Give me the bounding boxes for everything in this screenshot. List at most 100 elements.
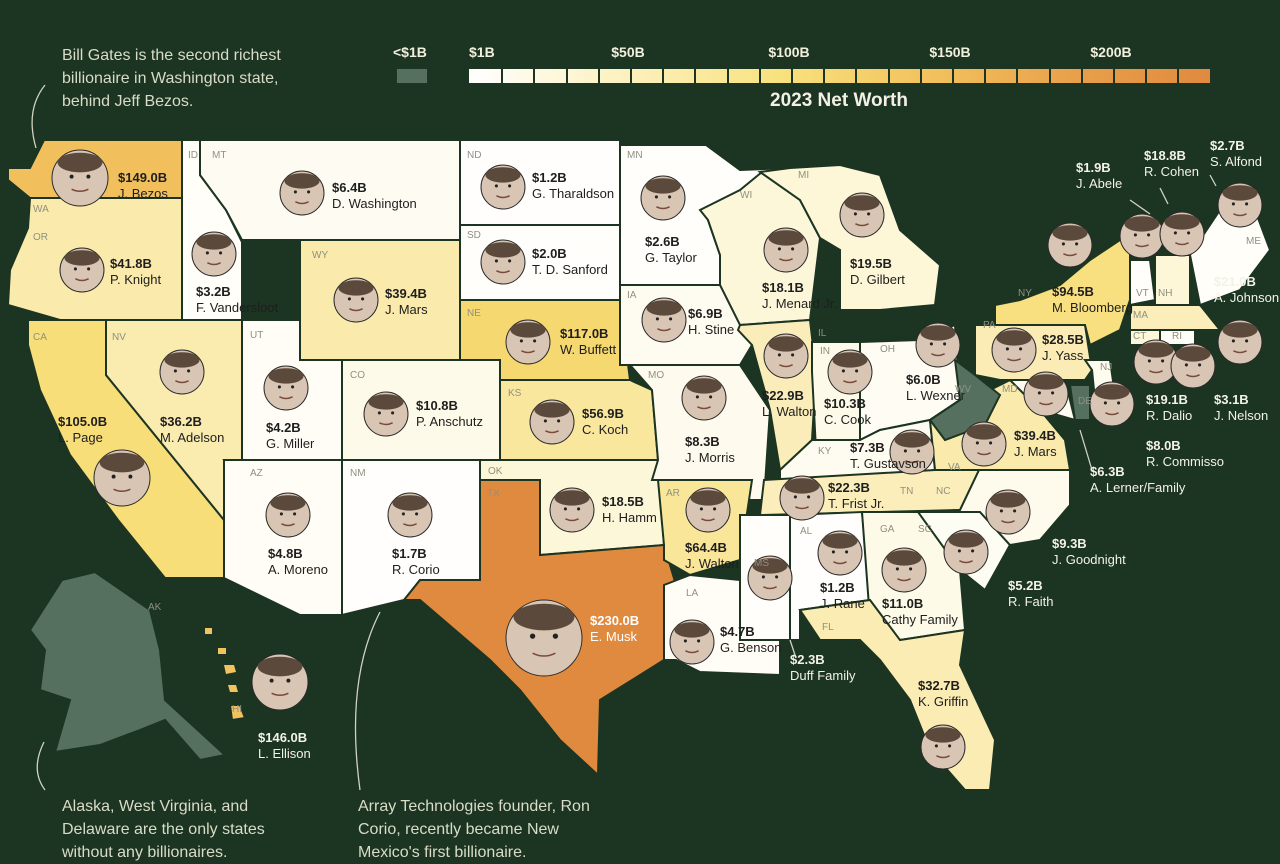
billionaire-name-ky: T. Gustavson <box>850 456 926 471</box>
legend-segment-divider <box>887 69 890 83</box>
state-code-az: AZ <box>250 468 263 479</box>
portrait-ia <box>641 297 687 343</box>
billionaire-name-id: F. Vandersloot <box>196 300 279 315</box>
annotation-arrow-0 <box>31 84 46 149</box>
state-code-nm: NM <box>350 468 366 479</box>
billionaire-name-sc: R. Faith <box>1008 594 1054 609</box>
portrait-tx <box>505 599 583 677</box>
annotation-arrow-1 <box>36 741 46 791</box>
legend-tick-1b: $1B <box>469 44 495 60</box>
legend-segment-divider <box>984 69 987 83</box>
legend-segment-divider <box>758 69 761 83</box>
billionaire-name-vt: J. Abele <box>1076 176 1122 191</box>
state-code-ky: KY <box>818 446 832 457</box>
portrait-ut <box>263 365 309 411</box>
billionaire-name-az: A. Moreno <box>268 562 328 577</box>
portrait-nm <box>387 492 433 538</box>
legend-tick-200b: $200B <box>1090 44 1132 60</box>
net-worth-ca: $105.0B <box>58 414 107 429</box>
net-worth-ok: $18.5B <box>602 494 644 509</box>
state-code-ak: AK <box>148 602 162 613</box>
billionaire-name-ri: J. Nelson <box>1214 408 1268 423</box>
billionaire-name-ok: H. Hamm <box>602 510 657 525</box>
net-worth-co: $10.8B <box>416 398 458 413</box>
net-worth-ky: $7.3B <box>850 440 885 455</box>
legend-segment-divider <box>1016 69 1019 83</box>
net-worth-ct: $19.1B <box>1146 392 1188 407</box>
legend-segment-divider <box>952 69 954 83</box>
portrait-ar <box>685 487 731 533</box>
billionaire-name-ct: R. Dalio <box>1146 408 1192 423</box>
state-code-ga: GA <box>880 524 895 535</box>
billionaire-name-nc: J. Goodnight <box>1052 552 1126 567</box>
state-code-oh: OH <box>880 344 895 355</box>
legend-segment-divider <box>662 69 665 83</box>
billionaire-name-nd: G. Tharaldson <box>532 186 614 201</box>
state-code-ks: KS <box>508 388 522 399</box>
portrait-ny <box>1047 222 1093 268</box>
state-code-ia: IA <box>627 290 637 301</box>
net-worth-id: $3.2B <box>196 284 231 299</box>
billionaire-name-mt: D. Washington <box>332 196 417 211</box>
net-worth-nv: $36.2B <box>160 414 202 429</box>
net-worth-nm: $1.7B <box>392 546 427 561</box>
billionaire-name-wy: J. Mars <box>385 302 428 317</box>
billionaire-name-hi: L. Ellison <box>258 746 311 761</box>
state-hi-island-2 <box>224 665 236 674</box>
net-worth-mo: $8.3B <box>685 434 720 449</box>
net-worth-mn: $2.6B <box>645 234 680 249</box>
net-worth-sd: $2.0B <box>532 246 567 261</box>
state-code-vt: VT <box>1136 288 1149 299</box>
portrait-la <box>669 619 715 665</box>
legend-segment-divider <box>501 69 504 83</box>
portrait-ky <box>889 429 935 475</box>
portrait-in <box>827 349 873 395</box>
net-worth-me: $2.7B <box>1210 138 1245 153</box>
portrait-vt <box>1119 213 1165 259</box>
state-code-ms: MS <box>754 558 769 569</box>
portrait-md <box>1023 371 1069 417</box>
legend-segment-divider <box>855 69 858 83</box>
billionaire-name-la: G. Benson <box>720 640 781 655</box>
legend-segment-divider <box>1177 69 1180 83</box>
state-code-la: LA <box>686 588 699 599</box>
portrait-ok <box>549 487 595 533</box>
portrait-me <box>1217 182 1263 228</box>
portrait-wy <box>333 277 379 323</box>
state-code-hi: HI <box>232 704 242 715</box>
annotation-arrow-2 <box>354 611 381 791</box>
net-worth-il: $22.9B <box>762 388 804 403</box>
annotation-arrow-4 <box>1159 187 1169 205</box>
billionaire-name-pa: J. Yass <box>1042 348 1084 363</box>
state-code-nv: NV <box>112 332 126 343</box>
portrait-id <box>191 231 237 277</box>
billionaire-name-in: C. Cook <box>824 412 871 427</box>
billionaire-name-ga: Cathy Family <box>882 612 958 627</box>
billionaire-name-tx: E. Musk <box>590 629 637 644</box>
portrait-va <box>961 421 1007 467</box>
portrait-ri <box>1170 343 1216 389</box>
state-code-ar: AR <box>666 488 680 499</box>
net-worth-nd: $1.2B <box>532 170 567 185</box>
legend-segment-divider <box>1145 69 1148 83</box>
net-worth-ut: $4.2B <box>266 420 301 435</box>
state-code-or: OR <box>33 232 48 243</box>
billionaire-name-al: J. Rane <box>820 596 865 611</box>
state-hi-island-1 <box>218 648 226 654</box>
state-code-tx: TX <box>487 488 500 499</box>
billionaire-name-mn: G. Taylor <box>645 250 697 265</box>
portrait-wa <box>51 149 109 207</box>
billionaire-name-nv: M. Adelson <box>160 430 224 445</box>
state-ak <box>28 570 228 762</box>
portrait-mo <box>681 375 727 421</box>
portrait-mn <box>640 175 686 221</box>
state-code-mn: MN <box>627 150 643 161</box>
net-worth-wa: $149.0B <box>118 170 167 185</box>
legend-segment-divider <box>1048 69 1051 83</box>
portrait-wi <box>763 227 809 273</box>
state-code-al: AL <box>800 526 813 537</box>
net-worth-tx: $230.0B <box>590 613 639 628</box>
state-code-wa: WA <box>33 204 49 215</box>
